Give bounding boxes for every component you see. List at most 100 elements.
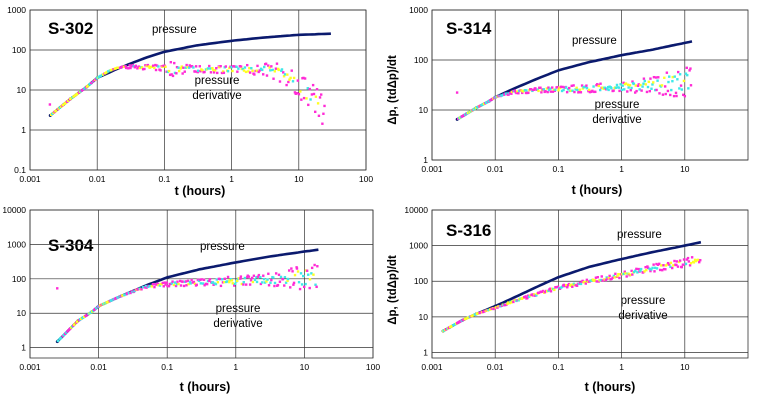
derivative-point — [264, 62, 268, 65]
derivative-point — [218, 66, 221, 69]
derivative-point — [444, 328, 448, 331]
derivative-point — [313, 263, 316, 267]
derivative-point — [233, 284, 236, 287]
derivative-annotation-line1: pressure — [595, 99, 640, 111]
derivative-point — [283, 275, 287, 279]
derivative-point — [271, 68, 274, 72]
derivative-point — [177, 69, 181, 73]
derivative-point — [194, 65, 198, 68]
derivative-point — [297, 92, 301, 96]
derivative-point — [56, 339, 60, 343]
derivative-point — [608, 274, 611, 278]
derivative-point — [642, 82, 645, 85]
derivative-point — [689, 67, 692, 70]
derivative-point — [226, 275, 230, 279]
derivative-point — [239, 275, 243, 278]
derivative-point — [265, 74, 269, 77]
derivative-point — [76, 92, 79, 95]
derivative-point — [282, 71, 285, 74]
derivative-point — [614, 86, 618, 89]
derivative-point — [184, 66, 188, 69]
derivative-point — [80, 89, 84, 92]
derivative-point — [636, 271, 639, 274]
derivative-point — [537, 89, 540, 93]
derivative-point — [670, 88, 673, 92]
derivative-point — [637, 267, 640, 271]
x-tick-label: 10 — [680, 164, 690, 174]
derivative-point — [689, 261, 693, 265]
derivative-point — [275, 62, 279, 65]
derivative-point — [315, 88, 319, 91]
derivative-point — [524, 295, 527, 298]
derivative-point — [658, 92, 661, 95]
derivative-point — [553, 288, 556, 292]
derivative-point — [194, 70, 197, 73]
derivative-point — [596, 275, 599, 279]
derivative-point — [131, 290, 134, 294]
derivative-point — [263, 281, 267, 284]
derivative-point — [270, 278, 273, 282]
derivative-point — [607, 276, 611, 280]
derivative-point — [577, 90, 581, 94]
derivative-point — [253, 278, 257, 282]
derivative-point — [598, 88, 602, 92]
derivative-point — [215, 278, 219, 281]
derivative-point — [198, 65, 201, 68]
derivative-point — [133, 289, 136, 293]
derivative-point — [56, 287, 59, 290]
derivative-point — [193, 282, 197, 286]
derivative-point — [512, 300, 515, 304]
derivative-point — [303, 77, 307, 80]
derivative-point — [581, 87, 585, 90]
derivative-point — [666, 261, 670, 265]
derivative-point — [675, 263, 678, 267]
derivative-point — [322, 112, 325, 115]
derivative-point — [650, 87, 653, 90]
derivative-point — [549, 287, 552, 290]
derivative-point — [542, 88, 545, 91]
derivative-point — [545, 87, 549, 90]
derivative-point — [291, 270, 294, 273]
derivative-point — [694, 259, 698, 263]
derivative-point — [654, 76, 658, 79]
derivative-point — [154, 68, 158, 72]
derivative-point — [613, 276, 616, 279]
derivative-point — [249, 279, 253, 282]
derivative-point — [680, 88, 684, 91]
derivative-point — [323, 104, 326, 108]
derivative-point — [203, 70, 206, 74]
derivative-point — [190, 278, 193, 282]
derivative-point — [645, 268, 648, 272]
derivative-point — [167, 284, 171, 288]
derivative-point — [217, 277, 221, 281]
derivative-point — [651, 83, 654, 86]
derivative-point — [166, 284, 169, 288]
y-tick-label: 10000 — [2, 205, 26, 215]
derivative-point — [293, 91, 297, 94]
derivative-point — [300, 98, 303, 101]
derivative-point — [619, 83, 622, 86]
derivative-point — [219, 64, 222, 68]
derivative-point — [544, 90, 547, 93]
y-tick-label: 1 — [423, 155, 428, 165]
derivative-point — [661, 268, 664, 272]
derivative-point — [551, 86, 554, 89]
derivative-point — [606, 277, 609, 280]
derivative-point — [84, 314, 88, 317]
derivative-point — [260, 68, 264, 72]
derivative-point — [215, 67, 218, 70]
derivative-point — [605, 276, 608, 279]
derivative-point — [524, 91, 528, 95]
derivative-point — [547, 86, 550, 89]
derivative-point — [255, 280, 259, 284]
derivative-point — [593, 279, 597, 282]
derivative-point — [302, 76, 305, 80]
derivative-point — [112, 68, 115, 71]
derivative-point — [654, 88, 657, 92]
derivative-point — [527, 295, 531, 298]
derivative-point — [508, 301, 512, 305]
derivative-point — [316, 102, 320, 105]
derivative-point — [574, 88, 577, 91]
derivative-point — [587, 88, 591, 92]
derivative-point — [267, 64, 270, 67]
